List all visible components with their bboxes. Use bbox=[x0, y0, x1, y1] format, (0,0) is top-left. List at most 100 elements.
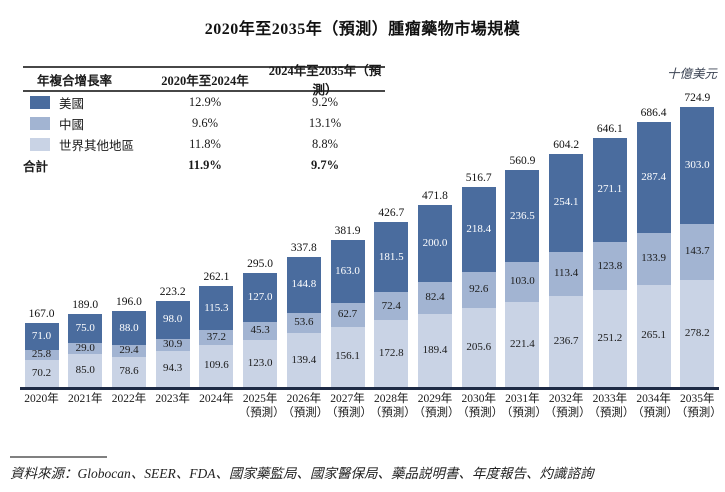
bar-group-2022年: 196.0 88.0 29.4 78.6 bbox=[107, 296, 150, 387]
bar-segment-us: 236.5 bbox=[505, 170, 540, 262]
bar-stack: 115.3 37.2 109.6 bbox=[199, 285, 234, 387]
bar-group-2029年: 471.8 200.0 82.4 189.4 bbox=[413, 190, 456, 387]
x-axis-label: 2032年 （預測） bbox=[544, 393, 591, 419]
bar-group-2031年: 560.9 236.5 103.0 221.4 bbox=[501, 155, 544, 387]
x-axis-label: 2034年 （預測） bbox=[632, 393, 679, 419]
bar-segment-us: 127.0 bbox=[243, 272, 278, 322]
bar-segment-row: 70.2 bbox=[24, 359, 59, 387]
x-axis-baseline bbox=[20, 387, 719, 390]
x-axis-label: 2022年 bbox=[111, 393, 147, 405]
bar-segment-china: 92.6 bbox=[461, 271, 496, 308]
bar-total-label: 471.8 bbox=[422, 189, 448, 202]
bar-group-2024年: 262.1 115.3 37.2 109.6 bbox=[195, 271, 238, 387]
legend-swatch-us bbox=[30, 96, 50, 109]
cagr-table: 年複合增長率 2020年至2024年 2024年至2035年（預測） 美國 12… bbox=[23, 64, 385, 176]
bar-total-label: 381.9 bbox=[334, 224, 361, 237]
x-axis-label: 2030年 （預測） bbox=[457, 393, 504, 419]
chart-title: 2020年至2035年（預測）腫瘤藥物市場規模 bbox=[204, 21, 521, 38]
bar-group-2025年: 295.0 127.0 45.3 123.0 bbox=[239, 258, 282, 387]
bar-segment-us: 71.0 bbox=[24, 322, 59, 350]
bar-stack: 271.1 123.8 251.2 bbox=[592, 137, 627, 387]
cagr-row-2020-2024: 11.8% bbox=[189, 137, 221, 151]
bar-total-label: 295.0 bbox=[247, 257, 274, 270]
bar-segment-china: 113.4 bbox=[549, 251, 584, 296]
bar-segment-us: 98.0 bbox=[155, 300, 190, 339]
cagr-total-label: 合計 bbox=[23, 160, 49, 174]
source-divider bbox=[10, 456, 107, 458]
bar-segment-us: 200.0 bbox=[417, 204, 452, 283]
bar-stack: 163.0 62.7 156.1 bbox=[330, 239, 365, 387]
bar-segment-us: 88.0 bbox=[111, 311, 146, 346]
legend-label-china: 中國 bbox=[59, 118, 85, 132]
bar-total-label: 196.0 bbox=[116, 296, 142, 309]
bar-segment-china: 53.6 bbox=[286, 312, 321, 334]
bar-group-2034年: 686.4 287.4 133.9 265.1 bbox=[632, 107, 675, 387]
bar-segment-china: 103.0 bbox=[505, 261, 540, 302]
bar-segment-china: 123.8 bbox=[592, 242, 627, 290]
bar-total-label: 167.0 bbox=[28, 307, 55, 320]
bar-group-2020年: 167.0 71.0 25.8 70.2 bbox=[20, 308, 63, 387]
bar-group-2033年: 646.1 271.1 123.8 251.2 bbox=[588, 123, 631, 387]
bar-segment-row: 94.3 bbox=[155, 350, 190, 387]
bar-stack: 254.1 113.4 236.7 bbox=[549, 153, 584, 387]
bar-segment-china: 29.4 bbox=[111, 345, 146, 357]
bar-segment-china: 30.9 bbox=[155, 339, 190, 351]
bar-segment-china: 82.4 bbox=[417, 282, 452, 314]
bar-stack: 181.5 72.4 172.8 bbox=[374, 222, 409, 387]
cagr-header-2024-2035: 2024年至2035年（預測） bbox=[268, 64, 382, 97]
bar-segment-china: 143.7 bbox=[680, 224, 715, 280]
bar-stack: 75.0 29.0 85.0 bbox=[68, 314, 103, 387]
x-axis-label: 2031年 （預測） bbox=[500, 393, 547, 419]
bar-segment-row: 265.1 bbox=[636, 284, 671, 387]
bar-segment-china: 62.7 bbox=[330, 302, 365, 327]
x-axis-label: 2026年 （預測） bbox=[282, 393, 329, 419]
bar-segment-china: 37.2 bbox=[199, 330, 234, 345]
bar-segment-china: 72.4 bbox=[374, 292, 409, 321]
cagr-total-2024-2035: 9.7% bbox=[310, 158, 340, 172]
bar-segment-us: 115.3 bbox=[199, 285, 234, 331]
bar-segment-row: 172.8 bbox=[374, 320, 409, 387]
bar-group-2026年: 337.8 144.8 53.6 139.4 bbox=[282, 242, 325, 387]
bar-stack: 200.0 82.4 189.4 bbox=[417, 204, 452, 387]
bar-segment-row: 189.4 bbox=[417, 313, 452, 387]
legend-row-us: 美國 12.9% 9.2% bbox=[23, 92, 385, 113]
cagr-china-2020-2024: 9.6% bbox=[191, 116, 219, 130]
x-axis-label: 2027年 （預測） bbox=[326, 393, 373, 419]
x-axis-label: 2020年 bbox=[24, 393, 59, 405]
bar-total-label: 686.4 bbox=[640, 106, 667, 119]
bar-stack: 236.5 103.0 221.4 bbox=[505, 170, 540, 387]
bar-segment-us: 75.0 bbox=[68, 314, 103, 344]
bar-stack: 98.0 30.9 94.3 bbox=[155, 300, 190, 387]
bar-stack: 218.4 92.6 205.6 bbox=[461, 187, 496, 387]
bar-segment-row: 251.2 bbox=[592, 290, 627, 387]
bar-group-2035年: 724.9 303.0 143.7 278.2 bbox=[676, 92, 719, 387]
bar-total-label: 560.9 bbox=[509, 155, 536, 168]
bar-stack: 88.0 29.4 78.6 bbox=[111, 311, 146, 387]
unit-label: 十億美元 bbox=[666, 67, 717, 81]
bar-total-label: 426.7 bbox=[378, 207, 405, 220]
bar-group-2030年: 516.7 218.4 92.6 205.6 bbox=[457, 172, 500, 387]
legend-row-china: 中國 9.6% 13.1% bbox=[23, 113, 385, 134]
bar-segment-china: 25.8 bbox=[24, 349, 59, 360]
legend-swatch-rest-of-world bbox=[30, 138, 50, 151]
bar-segment-us: 181.5 bbox=[374, 222, 409, 293]
x-axis-label: 2023年 bbox=[155, 393, 190, 405]
x-axis-label: 2035年 （預測） bbox=[675, 393, 722, 419]
bar-stack: 303.0 143.7 278.2 bbox=[680, 107, 715, 387]
bar-total-label: 516.7 bbox=[465, 172, 492, 185]
bar-total-label: 724.9 bbox=[684, 92, 711, 104]
cagr-row-2024-2035: 8.8% bbox=[311, 137, 339, 151]
bar-segment-row: 236.7 bbox=[549, 295, 584, 387]
bar-segment-us: 144.8 bbox=[286, 256, 321, 313]
bar-segment-us: 218.4 bbox=[461, 187, 496, 272]
cagr-us-2020-2024: 12.9% bbox=[188, 95, 222, 109]
x-axis-label: 2029年 （預測） bbox=[413, 393, 460, 419]
cagr-total-row: 合計 11.9% 9.7% bbox=[23, 155, 385, 176]
legend-label-rest-of-world: 世界其他地區 bbox=[59, 139, 135, 153]
bar-segment-row: 221.4 bbox=[505, 301, 540, 387]
bar-total-label: 337.8 bbox=[290, 241, 317, 254]
bar-group-2032年: 604.2 254.1 113.4 236.7 bbox=[545, 139, 588, 387]
bar-segment-row: 278.2 bbox=[680, 279, 715, 387]
bar-group-2023年: 223.2 98.0 30.9 94.3 bbox=[151, 286, 194, 387]
